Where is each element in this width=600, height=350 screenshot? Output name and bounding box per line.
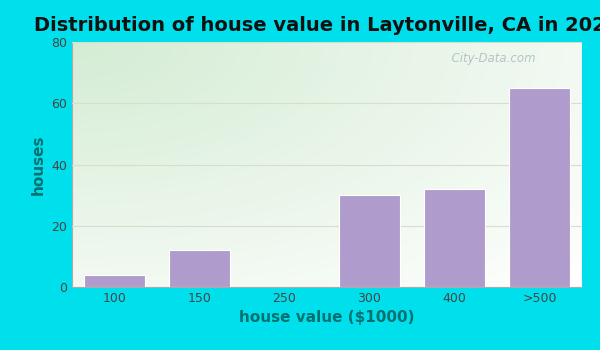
X-axis label: house value ($1000): house value ($1000): [239, 310, 415, 326]
Bar: [84, 275, 145, 287]
Text: City-Data.com: City-Data.com: [444, 52, 536, 65]
Bar: [339, 195, 400, 287]
Title: Distribution of house value in Laytonville, CA in 2022: Distribution of house value in Laytonvil…: [34, 16, 600, 35]
Bar: [169, 250, 230, 287]
Bar: [509, 88, 570, 287]
Y-axis label: houses: houses: [31, 134, 46, 195]
Bar: [424, 189, 485, 287]
